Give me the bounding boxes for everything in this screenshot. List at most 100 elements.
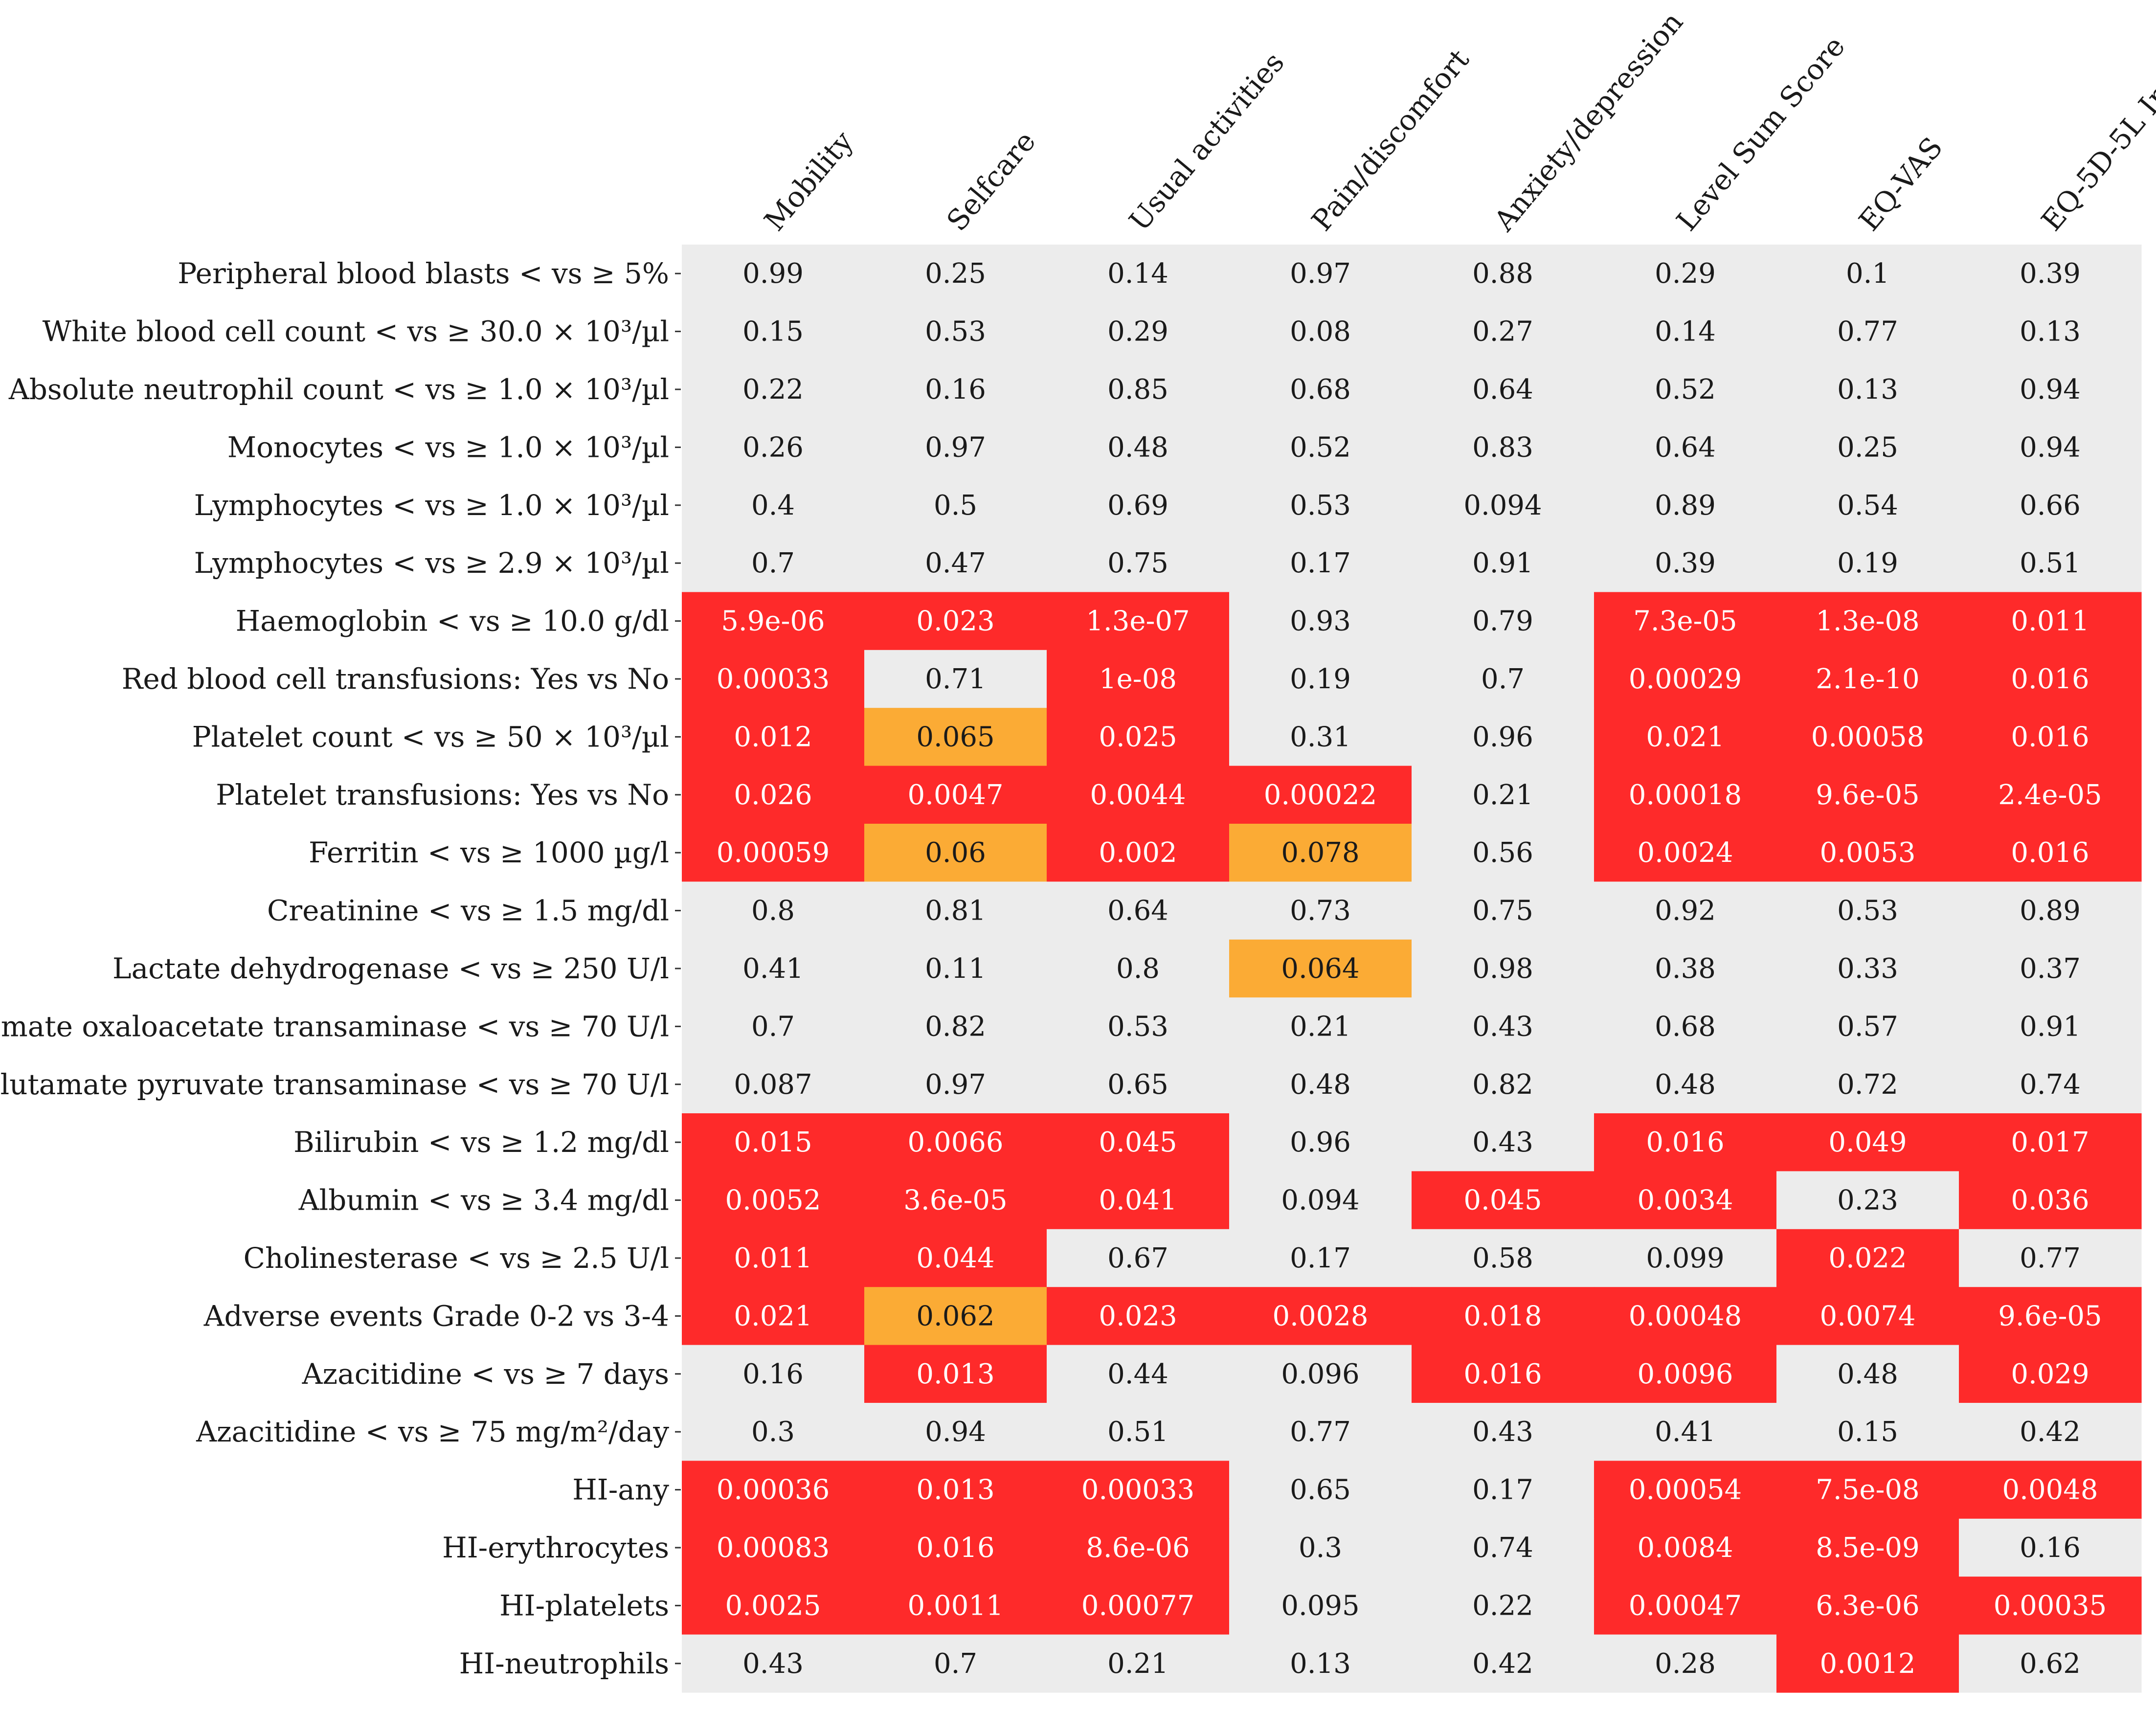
cell-value-label: 0.049: [1828, 1126, 1907, 1158]
heatmap-cell: [682, 534, 865, 592]
cell-value-label: 0.045: [1463, 1185, 1542, 1216]
cell-value-label: 0.023: [916, 606, 994, 637]
heatmap-cell: [1229, 1634, 1412, 1693]
heatmap-cell: [864, 245, 1047, 303]
heatmap-cell: [1229, 1345, 1412, 1403]
heatmap-cell: [1412, 592, 1595, 651]
cell-value-label: 0.99: [742, 258, 804, 290]
heatmap-cell: [1229, 650, 1412, 708]
cell-value-label: 0.094: [1463, 490, 1542, 521]
heatmap-cell: [1047, 1345, 1230, 1403]
cell-value-label: 0.00058: [1811, 721, 1925, 753]
heatmap-cell: [1229, 360, 1412, 419]
row-label: Lymphocytes < vs ≥ 2.9 × 10³/µl: [194, 546, 669, 580]
heatmap-cell: [1959, 1345, 2142, 1403]
cell-value-label: 0.078: [1281, 837, 1359, 869]
heatmap-cell: [1776, 997, 1959, 1056]
cell-value-label: 0.44: [1107, 1358, 1168, 1390]
heatmap-cell: [682, 881, 865, 940]
heatmap-cell: [864, 708, 1047, 766]
heatmap-cell: [1047, 1055, 1230, 1114]
heatmap-cell: [864, 1403, 1047, 1461]
cell-value-label: 0.045: [1099, 1126, 1177, 1158]
column-label-usual-activities: Usual activities: [1123, 46, 1291, 237]
cell-value-label: 0.16: [925, 374, 986, 405]
cell-value-label: 0.011: [2011, 606, 2089, 637]
heatmap-cell: [1776, 302, 1959, 361]
cell-value-label: 0.23: [1837, 1185, 1898, 1216]
cell-value-label: 0.0028: [1273, 1300, 1369, 1332]
heatmap-cell: [1229, 1518, 1412, 1577]
heatmap-cell: [1776, 824, 1959, 882]
heatmap-cell: [864, 1113, 1047, 1171]
cell-value-label: 0.91: [2020, 1011, 2081, 1042]
cell-value-label: 0.00054: [1629, 1474, 1742, 1506]
heatmap-cell: [682, 1577, 865, 1635]
heatmap-cell: [1776, 708, 1959, 766]
cell-value-label: 0.0047: [908, 779, 1004, 811]
heatmap-cell: [1594, 766, 1777, 824]
heatmap-cell: [864, 534, 1047, 592]
row-label: Azacitidine < vs ≥ 75 mg/m²/day: [196, 1415, 669, 1448]
cell-value-label: 0.42: [2020, 1416, 2081, 1448]
cell-value-label: 0.89: [1655, 490, 1716, 521]
heatmap-cell: [682, 1113, 865, 1171]
heatmap-cell: [1047, 824, 1230, 882]
heatmap-cell: [1959, 1229, 2142, 1287]
heatmap-cell: [1229, 881, 1412, 940]
cell-value-label: 0.85: [1107, 374, 1168, 405]
column-label-level-sum-score: Level Sum Score: [1670, 30, 1851, 237]
cell-value-label: 0.15: [1837, 1416, 1898, 1448]
heatmap-cell: [864, 1461, 1047, 1519]
heatmap-cell: [1412, 1518, 1595, 1577]
heatmap-cell: [682, 592, 865, 651]
cell-value-label: 0.7: [1481, 663, 1525, 695]
cell-value-label: 0.28: [1655, 1648, 1716, 1680]
cell-value-label: 0.81: [925, 895, 986, 927]
cell-value-label: 0.14: [1655, 316, 1716, 348]
heatmap-cell: [1776, 939, 1959, 998]
cell-value-label: 0.015: [734, 1126, 812, 1158]
heatmap-cell: [682, 824, 865, 882]
cell-value-label: 0.22: [1472, 1590, 1533, 1622]
cell-value-label: 0.96: [1290, 1126, 1351, 1158]
cell-value-label: 0.52: [1655, 374, 1716, 405]
heatmap-cell: [1776, 1461, 1959, 1519]
cell-value-label: 0.016: [2011, 837, 2089, 869]
heatmap-cell: [1594, 302, 1777, 361]
cell-value-label: 0.022: [1828, 1242, 1907, 1274]
heatmap-cell: [1776, 1113, 1959, 1171]
cell-value-label: 0.58: [1472, 1242, 1533, 1274]
heatmap-cell: [682, 708, 865, 766]
heatmap-cell: [1229, 766, 1412, 824]
cell-value-label: 0.31: [1290, 721, 1351, 753]
cell-value-label: 0.016: [1646, 1126, 1724, 1158]
cell-value-label: 0.099: [1646, 1242, 1724, 1274]
cell-value-label: 0.17: [1290, 547, 1351, 579]
row-label: Glutamate oxaloacetate transaminase < vs…: [0, 1010, 669, 1043]
heatmap-cell: [1776, 1229, 1959, 1287]
heatmap-cell: [1594, 534, 1777, 592]
cell-value-label: 0.8: [1116, 953, 1160, 985]
heatmap-cell: [864, 302, 1047, 361]
cell-value-label: 0.77: [2020, 1242, 2081, 1274]
cell-value-label: 9.6e-05: [1998, 1300, 2102, 1332]
heatmap-cell: [864, 1171, 1047, 1230]
cell-value-label: 0.68: [1290, 374, 1351, 405]
heatmap-cell: [1959, 245, 2142, 303]
cell-value-label: 0.53: [1290, 490, 1351, 521]
cell-value-label: 0.7: [751, 1011, 795, 1042]
heatmap-cell: [1229, 592, 1412, 651]
cell-value-label: 0.00022: [1264, 779, 1377, 811]
cell-value-label: 0.13: [2020, 316, 2081, 348]
heatmap-cell: [1594, 1518, 1777, 1577]
cell-value-label: 0.00047: [1629, 1590, 1742, 1622]
row-label: HI-neutrophils: [459, 1647, 669, 1680]
cell-value-label: 0.19: [1837, 547, 1898, 579]
cell-value-label: 0.041: [1099, 1185, 1177, 1216]
cell-value-label: 0.0053: [1820, 837, 1916, 869]
column-label-eq-5d-5l-index: EQ-5D-5L Index: [2035, 38, 2156, 237]
heatmap-cell: [682, 997, 865, 1056]
cell-value-label: 0.8: [751, 895, 795, 927]
